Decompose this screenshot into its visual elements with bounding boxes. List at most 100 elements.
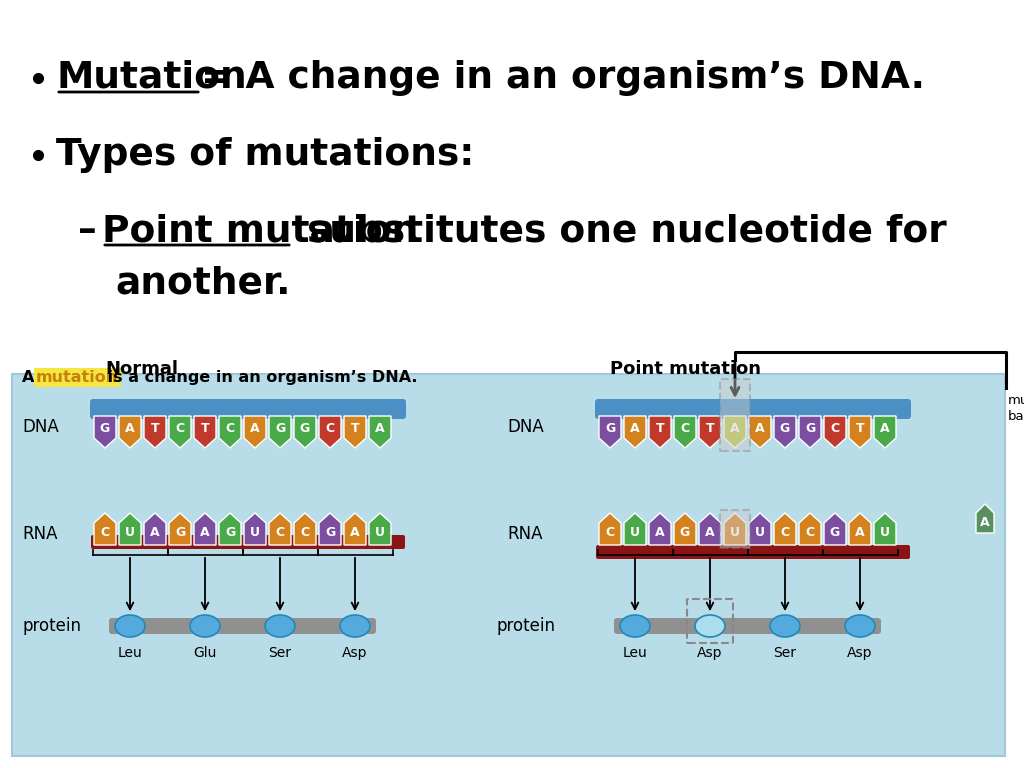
Text: C: C [830,422,840,435]
Text: G: G [829,526,840,539]
Polygon shape [724,416,746,448]
Ellipse shape [115,615,145,637]
Text: Leu: Leu [623,646,647,660]
Polygon shape [699,513,721,545]
Text: C: C [326,422,335,435]
Text: A: A [706,526,715,539]
Polygon shape [976,504,994,533]
Polygon shape [144,416,166,448]
Polygon shape [724,513,746,545]
Text: G: G [780,422,791,435]
Text: Asp: Asp [697,646,723,660]
Polygon shape [94,513,116,545]
Text: C: C [680,422,689,435]
Polygon shape [144,513,166,545]
Text: C: C [300,526,309,539]
Text: mutation: mutation [36,370,118,385]
Text: Glu: Glu [194,646,217,660]
Text: Normal: Normal [105,360,178,378]
Polygon shape [119,416,141,448]
Text: A: A [250,422,260,435]
Polygon shape [194,416,216,448]
Text: Ser: Ser [268,646,292,660]
Text: RNA: RNA [22,525,57,543]
Polygon shape [624,513,646,545]
Polygon shape [874,416,896,448]
Polygon shape [674,416,696,448]
Ellipse shape [770,615,800,637]
Text: –: – [78,213,96,249]
Text: G: G [605,422,615,435]
Text: Mutation: Mutation [56,60,247,96]
Text: DNA: DNA [507,418,544,436]
Text: C: C [225,422,234,435]
Text: Point mutation: Point mutation [610,360,761,378]
Text: protein: protein [22,617,81,635]
Text: G: G [274,422,285,435]
FancyBboxPatch shape [614,618,881,634]
Text: T: T [655,422,665,435]
Polygon shape [749,416,771,448]
Polygon shape [599,513,621,545]
Text: U: U [880,526,890,539]
Polygon shape [649,513,671,545]
Polygon shape [194,513,216,545]
Text: C: C [100,526,110,539]
Text: A: A [881,422,890,435]
Polygon shape [119,513,141,545]
Polygon shape [94,416,116,448]
FancyBboxPatch shape [720,379,750,451]
FancyBboxPatch shape [720,510,750,548]
Polygon shape [294,416,316,448]
FancyBboxPatch shape [90,399,406,419]
Text: C: C [605,526,614,539]
FancyBboxPatch shape [595,399,911,419]
Ellipse shape [190,615,220,637]
Text: C: C [806,526,814,539]
Text: G: G [225,526,236,539]
Polygon shape [369,416,391,448]
Text: U: U [250,526,260,539]
Polygon shape [799,416,821,448]
Text: DNA: DNA [22,418,58,436]
Polygon shape [824,416,846,448]
Polygon shape [244,416,266,448]
Text: A: A [22,370,40,385]
Text: Types of mutations:: Types of mutations: [56,137,474,173]
FancyBboxPatch shape [109,618,376,634]
Text: U: U [375,526,385,539]
Polygon shape [624,416,646,448]
Text: U: U [125,526,135,539]
Text: G: G [680,526,690,539]
Polygon shape [294,513,316,545]
Text: A: A [350,526,359,539]
Polygon shape [344,513,366,545]
Text: A: A [855,526,865,539]
Text: A: A [755,422,765,435]
Polygon shape [319,513,341,545]
Text: T: T [706,422,715,435]
Polygon shape [674,513,696,545]
Polygon shape [874,513,896,545]
FancyBboxPatch shape [91,535,406,549]
Text: T: T [350,422,359,435]
Ellipse shape [340,615,370,637]
Polygon shape [799,513,821,545]
FancyBboxPatch shape [12,374,1005,756]
Text: mutated
base: mutated base [1008,394,1024,423]
Text: Asp: Asp [847,646,872,660]
Polygon shape [369,513,391,545]
Polygon shape [269,416,291,448]
Text: A: A [980,515,990,528]
Polygon shape [774,513,796,545]
Polygon shape [344,416,366,448]
Text: substitutes one nucleotide for: substitutes one nucleotide for [294,213,947,249]
Text: G: G [175,526,185,539]
Text: A: A [630,422,640,435]
Text: C: C [275,526,285,539]
FancyBboxPatch shape [596,545,910,559]
Polygon shape [749,513,771,545]
Text: U: U [630,526,640,539]
Ellipse shape [620,615,650,637]
Text: RNA: RNA [507,525,543,543]
